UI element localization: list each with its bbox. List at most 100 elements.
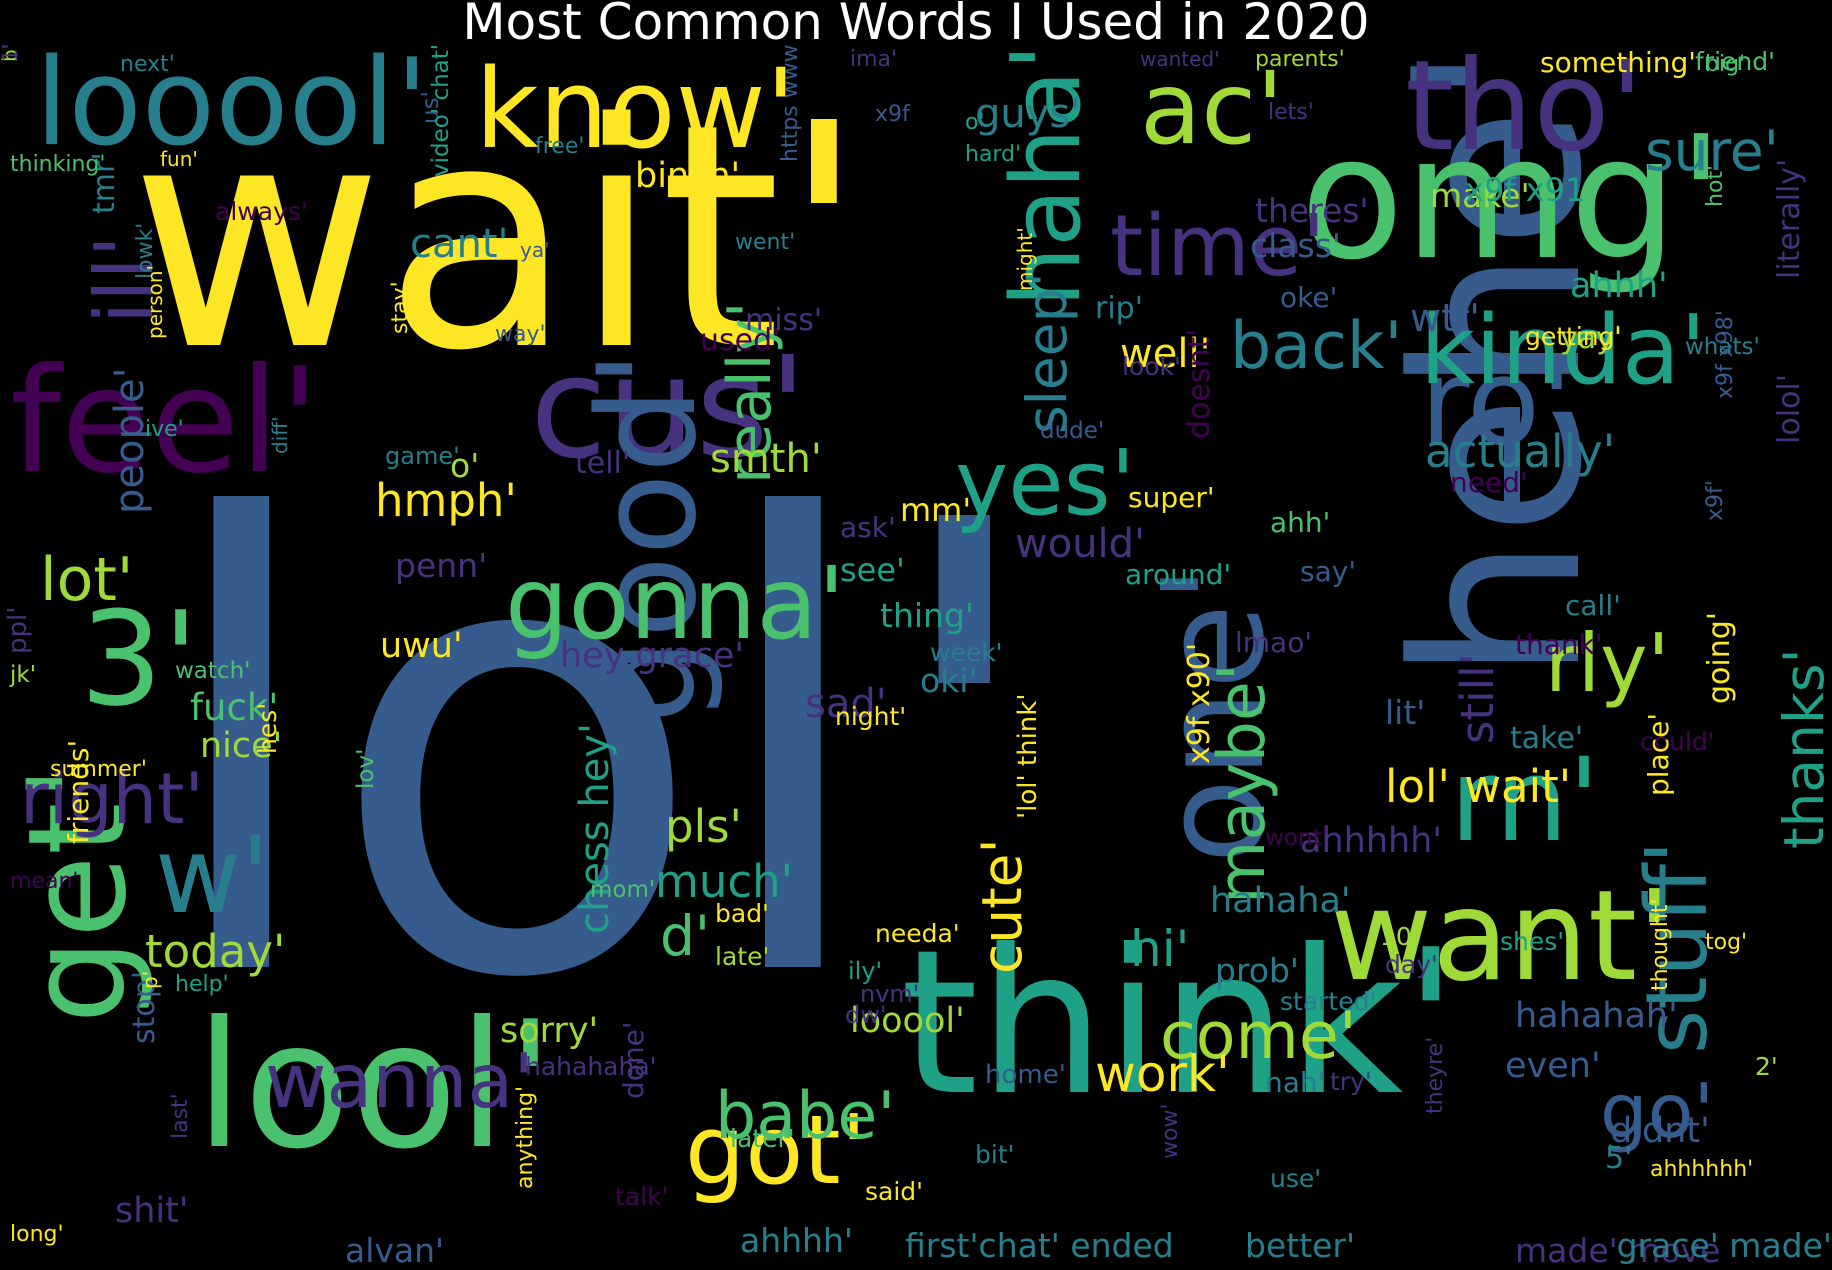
cloud-word: cant' — [410, 221, 509, 267]
cloud-word: feel' — [10, 337, 320, 506]
cloud-word: fun' — [160, 147, 198, 171]
cloud-word: o' — [450, 446, 480, 485]
cloud-word: wont' — [1265, 825, 1328, 851]
cloud-word: parents' — [1255, 47, 1345, 72]
cloud-word: week' — [930, 638, 1003, 667]
cloud-word: video' chat' — [428, 44, 454, 178]
cloud-word: might' — [1013, 227, 1037, 291]
cloud-word: ahhhhhh' — [1650, 1157, 1754, 1182]
cloud-word: going' — [1702, 611, 1737, 704]
cloud-word: work' — [1095, 1045, 1230, 1103]
cloud-word: night' — [835, 702, 907, 731]
cloud-word: x9f' — [1703, 480, 1728, 521]
cloud-word: yes' — [955, 431, 1136, 536]
cloud-word: x9f x98' — [1713, 310, 1738, 399]
cloud-word: anything' — [513, 1085, 538, 1189]
cloud-word: ily' — [848, 957, 883, 985]
cloud-word: person' — [143, 264, 167, 339]
cloud-word: bad' — [715, 899, 769, 928]
cloud-word: wanted' — [1140, 47, 1220, 71]
cloud-word: place' — [1642, 712, 1675, 796]
cloud-word: ahhhhh' — [1300, 821, 1442, 861]
cloud-word: bit' — [975, 1140, 1015, 1169]
cloud-word: mm' — [900, 491, 972, 529]
cloud-word: later' — [730, 1124, 795, 1153]
cloud-word: oki' — [920, 661, 978, 700]
cloud-word: need' — [1450, 466, 1528, 499]
cloud-word: went' — [735, 230, 796, 255]
cloud-word: cus' — [530, 327, 808, 490]
cloud-word: maybe' — [1205, 663, 1280, 904]
cloud-word: used' — [700, 323, 781, 358]
cloud-word: omg' — [1300, 100, 1725, 298]
cloud-word: lot' — [40, 545, 134, 615]
cloud-word: doesnt' — [1182, 328, 1217, 439]
cloud-word: day' — [1385, 950, 1438, 979]
cloud-word: lit' — [1385, 693, 1426, 732]
cloud-word: see' — [840, 551, 905, 589]
cloud-word: grace' made' — [1616, 1226, 1832, 1265]
cloud-word: started' — [1280, 987, 1377, 1016]
cloud-word: 1' — [0, 44, 22, 63]
cloud-word: around' — [1125, 558, 1232, 591]
cloud-word: talk' — [615, 1182, 669, 1211]
cloud-word: got' — [685, 1096, 867, 1206]
cloud-word: come' — [1160, 999, 1357, 1074]
cloud-word: made' move — [1515, 1231, 1721, 1270]
cloud-word: x9f — [875, 102, 910, 127]
cloud-word: lool' — [195, 985, 555, 1188]
cloud-word: smth' — [710, 436, 822, 482]
cloud-word: would' — [1015, 521, 1146, 567]
cloud-word: lolol' — [1772, 374, 1807, 444]
cloud-word: wanna' — [265, 1037, 534, 1125]
cloud-word: 3' — [80, 583, 199, 735]
cloud-word: theres' — [1255, 191, 1369, 230]
cloud-word: ahhhh' — [740, 1221, 853, 1260]
cloud-word: ask' — [840, 511, 896, 544]
chart-title: Most Common Words I Used in 2020 — [462, 0, 1370, 51]
cloud-word: lol' wait' — [1385, 760, 1572, 813]
cloud-word: mom' — [590, 877, 656, 903]
cloud-word: next' — [120, 52, 175, 77]
cloud-word: binch' — [635, 156, 741, 196]
cloud-word: nvm' — [860, 980, 920, 1008]
word-cloud: wait' lol' hehe' think' cus' feel' lool' omg' th… — [0, 44, 1832, 1270]
cloud-word: much' — [655, 855, 793, 908]
cloud-word: super' — [1128, 481, 1215, 514]
cloud-word: whats' — [1685, 334, 1760, 360]
cloud-word: people' — [107, 367, 153, 514]
cloud-word: tog' — [1705, 930, 1748, 955]
cloud-word: way' — [495, 322, 546, 347]
cloud-word: kinda' — [1420, 296, 1707, 406]
cloud-word: first'chat' ended — [905, 1226, 1174, 1265]
cloud-word: sleep' — [1015, 272, 1079, 434]
cloud-word: sad' — [805, 681, 887, 727]
cloud-word: nice' — [200, 726, 283, 766]
cloud-word: theyre' — [1423, 1036, 1448, 1114]
cloud-word: hahahaha' — [525, 1052, 657, 1081]
cloud-word: cute' — [970, 838, 1034, 974]
cloud-word: tell' — [575, 446, 631, 481]
cloud-word: 2' — [1755, 1052, 1778, 1081]
cloud-word: today' — [145, 925, 286, 978]
cloud-word: p' — [138, 970, 162, 989]
cloud-word: thinking' — [10, 152, 106, 177]
cloud-word: wtf' — [1410, 296, 1480, 340]
cloud-word: gonna' — [505, 545, 846, 662]
cloud-word: d' — [660, 904, 711, 968]
cloud-word: ive' — [145, 417, 184, 442]
cloud-word: jk' — [10, 662, 37, 688]
cloud-word: dude' — [1040, 418, 1105, 444]
cloud-word: literally' — [1772, 158, 1807, 279]
cloud-word: want' — [1330, 864, 1672, 1009]
cloud-word: friends' — [62, 739, 95, 844]
cloud-word: thought' — [1648, 898, 1673, 991]
cloud-word: tmr' — [87, 152, 122, 214]
cloud-word: guys' — [975, 91, 1082, 137]
cloud-word: lets' — [1268, 100, 1314, 125]
cloud-word: lol' — [155, 393, 1050, 1114]
cloud-word: wow' — [1158, 1103, 1183, 1160]
cloud-word: wait' — [130, 58, 867, 419]
cloud-word: thing' — [880, 596, 974, 635]
cloud-word: actually' — [1425, 425, 1616, 478]
